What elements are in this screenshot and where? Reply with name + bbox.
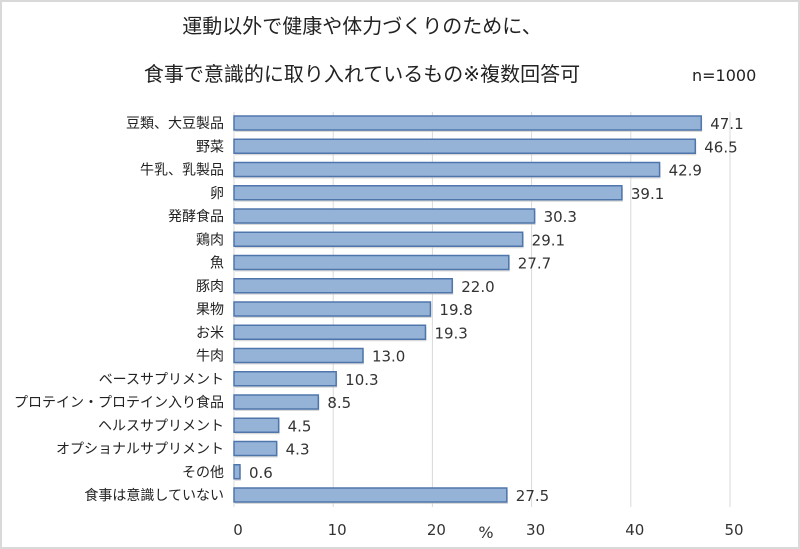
data-label: 30.3 [544, 208, 577, 226]
x-axis-label: % [478, 523, 493, 542]
category-label: 野菜 [196, 139, 224, 155]
category-label: 魚 [210, 256, 224, 272]
category-label: ヘルスサプリメント [98, 418, 224, 434]
bar [233, 208, 536, 224]
data-label: 0.6 [249, 464, 273, 482]
category-label: オプショナルサプリメント [56, 442, 224, 458]
category-label: 豆類、大豆製品 [126, 116, 224, 132]
x-tick-label: 50 [724, 521, 743, 539]
bar [233, 278, 453, 294]
data-label: 10.3 [345, 371, 378, 389]
data-label: 19.8 [439, 301, 472, 319]
data-label: 39.1 [631, 185, 664, 203]
x-tick-label: 10 [328, 521, 347, 539]
category-label: 食事は意識していない [84, 487, 224, 504]
x-tick-label: 0 [233, 521, 243, 539]
bar [233, 138, 697, 154]
data-label: 42.9 [669, 162, 702, 180]
bar [233, 394, 320, 410]
data-label: 8.5 [327, 394, 351, 412]
bar [233, 301, 432, 317]
x-tick-label: 30 [526, 521, 545, 539]
bar [233, 185, 623, 201]
category-label: その他 [182, 465, 224, 481]
category-label: 発酵食品 [168, 208, 224, 225]
category-label: 果物 [196, 302, 224, 318]
bar [233, 440, 278, 457]
sample-size-note: n=1000 [692, 66, 757, 85]
x-tick-label: 20 [427, 521, 446, 539]
bar [233, 231, 524, 247]
data-label: 22.0 [461, 278, 494, 296]
category-label: 牛肉 [196, 349, 224, 365]
category-label: プロテイン・プロテイン入り食品 [14, 394, 224, 411]
category-label: ベースサプリメント [99, 372, 224, 388]
data-label: 19.3 [434, 324, 467, 342]
bar [233, 161, 661, 178]
bar [233, 254, 510, 271]
chart-subtitle: 食事で意識的に取り入れているもの※複数回答可 [143, 62, 581, 86]
bar [233, 417, 280, 433]
data-label: 29.1 [532, 231, 565, 249]
category-label: 牛乳、乳製品 [140, 163, 224, 179]
data-label: 27.7 [518, 255, 551, 273]
bar [233, 115, 702, 131]
data-label: 46.5 [704, 138, 737, 156]
data-label: 47.1 [710, 115, 743, 133]
data-label: 27.5 [516, 487, 549, 505]
category-label: お米 [196, 325, 224, 341]
x-tick-label: 40 [625, 521, 644, 539]
data-label: 4.5 [288, 417, 312, 435]
bar [233, 371, 337, 387]
data-label: 4.3 [286, 441, 310, 459]
category-label: 卵 [210, 186, 224, 202]
bar [233, 347, 364, 364]
bar [233, 487, 508, 503]
category-label: 鶏肉 [196, 232, 224, 248]
bar [233, 324, 427, 340]
category-label: 豚肉 [196, 279, 224, 295]
chart-title: 運動以外で健康や体力づくりのために、 [182, 14, 542, 38]
data-label: 13.0 [372, 348, 405, 366]
bar [233, 464, 241, 480]
